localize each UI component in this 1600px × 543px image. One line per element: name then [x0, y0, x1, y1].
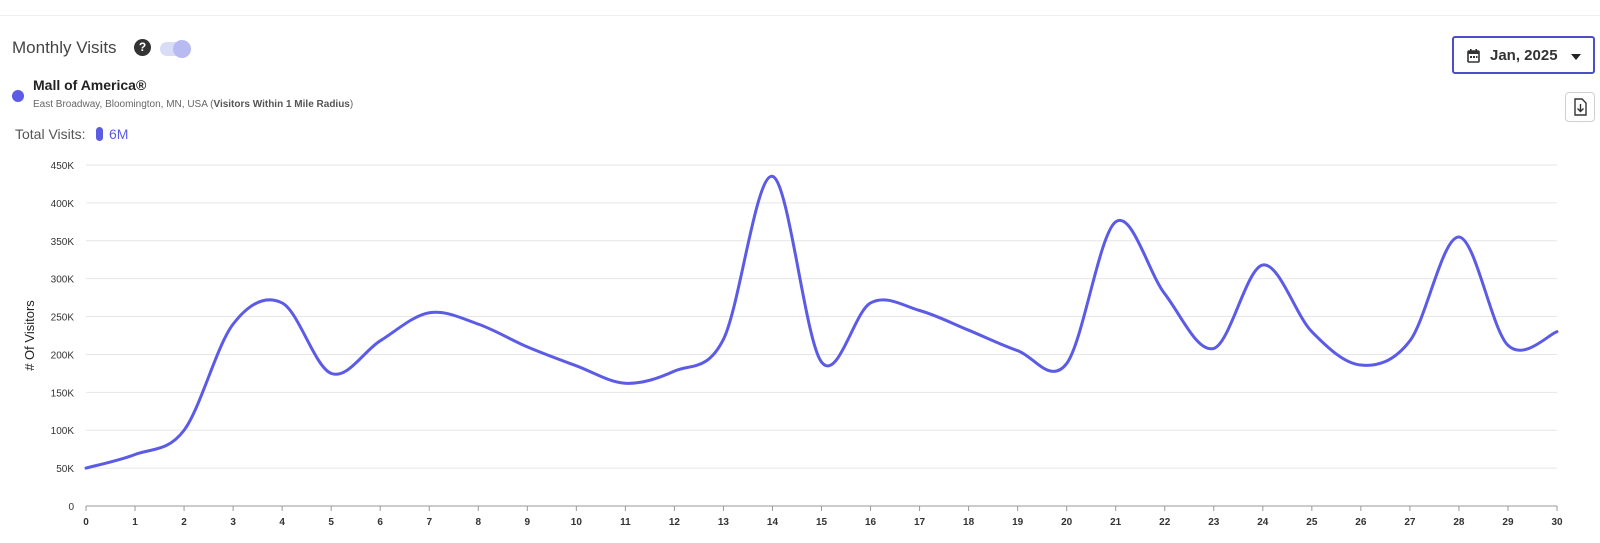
x-tick-label: 28 — [1453, 517, 1465, 528]
x-tick-label: 5 — [328, 517, 334, 528]
x-tick-label: 30 — [1551, 517, 1563, 528]
x-tick-label: 12 — [669, 517, 681, 528]
x-tick-label: 2 — [181, 517, 187, 528]
x-tick-label: 14 — [767, 517, 779, 528]
x-tick-label: 0 — [83, 517, 89, 528]
x-tick-label: 20 — [1061, 517, 1073, 528]
x-tick-label: 7 — [426, 517, 432, 528]
toggle-knob — [173, 40, 191, 58]
y-tick-label: 100K — [51, 426, 75, 437]
y-tick-label: 400K — [51, 199, 75, 210]
chevron-down-icon — [1571, 54, 1581, 60]
download-file-icon — [1574, 98, 1587, 116]
x-tick-label: 27 — [1404, 517, 1416, 528]
y-tick-label: 450K — [51, 161, 75, 172]
x-tick-label: 15 — [816, 517, 828, 528]
x-tick-label: 29 — [1502, 517, 1514, 528]
total-visits-value: 6M — [109, 126, 129, 142]
x-tick-label: 17 — [914, 517, 926, 528]
x-axis-ticks: 0 1 2 3 4 5 6 7 8 9 10 11 12 13 14 15 16 17 18 19 20 21 22 23 24… — [83, 506, 1563, 528]
y-tick-label: 300K — [51, 275, 75, 286]
venue-address: East Broadway, Bloomington, MN, USA (Vis… — [33, 99, 353, 110]
x-tick-label: 24 — [1257, 517, 1269, 528]
x-tick-label: 25 — [1306, 517, 1318, 528]
x-tick-label: 26 — [1355, 517, 1367, 528]
top-divider — [0, 15, 1600, 16]
series-legend-dot — [12, 90, 24, 102]
x-tick-label: 6 — [377, 517, 383, 528]
y-tick-label: 200K — [51, 350, 75, 361]
x-tick-label: 22 — [1159, 517, 1171, 528]
x-tick-label: 10 — [571, 517, 583, 528]
venue-name: Mall of America® — [33, 77, 147, 93]
series-line — [84, 174, 1559, 470]
y-axis-label: # Of Visitors — [22, 300, 37, 371]
download-button[interactable] — [1565, 92, 1595, 122]
x-tick-label: 23 — [1208, 517, 1220, 528]
y-axis-ticks: 0 50K 100K 150K 200K 250K 300K 350K 400K 450K — [51, 161, 75, 513]
x-tick-label: 3 — [230, 517, 236, 528]
x-tick-label: 4 — [279, 517, 285, 528]
x-tick-label: 16 — [865, 517, 877, 528]
venue-address-text: East Broadway, Bloomington, MN, USA ( — [33, 99, 214, 110]
x-tick-label: 9 — [525, 517, 531, 528]
y-tick-label: 250K — [51, 313, 75, 324]
calendar-icon — [1467, 49, 1480, 63]
date-picker-button[interactable]: Jan, 2025 — [1452, 36, 1595, 74]
comparison-toggle[interactable] — [160, 40, 191, 58]
x-tick-label: 1 — [132, 517, 138, 528]
venue-radius-note: Visitors Within 1 Mile Radius — [213, 99, 350, 110]
y-tick-label: 0 — [68, 502, 74, 513]
chart-grid — [86, 164, 1557, 507]
total-visits-marker — [96, 127, 103, 141]
x-tick-label: 8 — [475, 517, 481, 528]
x-tick-label: 21 — [1110, 517, 1122, 528]
y-tick-label: 350K — [51, 237, 75, 248]
x-tick-label: 11 — [620, 517, 631, 528]
y-tick-label: 150K — [51, 388, 75, 399]
chart-title: Monthly Visits — [12, 38, 117, 57]
help-icon[interactable]: ? — [134, 39, 151, 56]
y-tick-label: 50K — [56, 464, 74, 475]
x-tick-label: 19 — [1012, 517, 1024, 528]
total-visits-label: Total Visits: — [15, 126, 86, 142]
date-picker-label: Jan, 2025 — [1490, 47, 1558, 64]
x-tick-label: 13 — [718, 517, 730, 528]
venue-address-close: ) — [349, 99, 354, 110]
x-tick-label: 18 — [963, 517, 975, 528]
